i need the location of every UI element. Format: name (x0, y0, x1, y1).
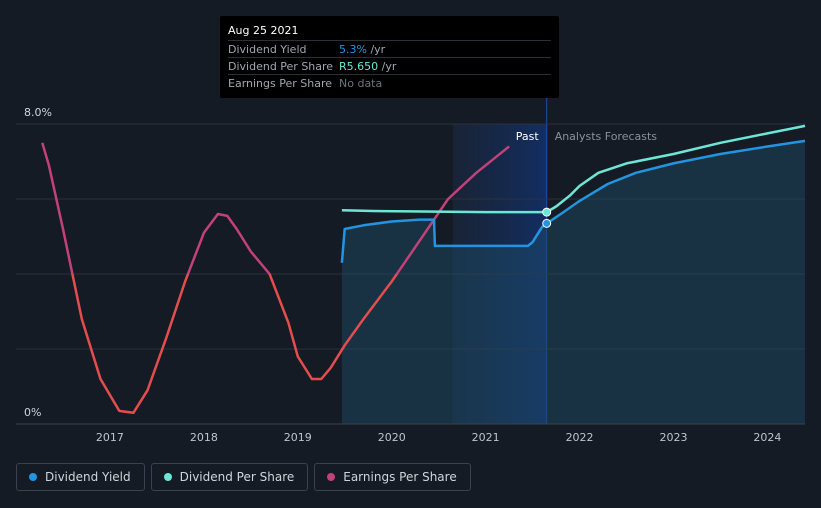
series-line-dividend-yield (340, 139, 806, 263)
legend-label: Earnings Per Share (343, 470, 457, 484)
x-tick-label: 2017 (96, 431, 124, 444)
series-line-dividend-per-share (341, 124, 806, 214)
tooltip-row-value-wrap: 5.3% /yr (339, 43, 385, 56)
legend-label: Dividend Yield (45, 470, 131, 484)
tooltip-row-dividend-per-share: Dividend Per Share R5.650 /yr (228, 57, 551, 74)
x-tick-label: 2018 (190, 431, 218, 444)
chart-legend: Dividend Yield Dividend Per Share Earnin… (16, 463, 471, 491)
dividend-yield-area (341, 140, 805, 424)
legend-dot-icon (29, 473, 37, 481)
legend-item-dividend-per-share[interactable]: Dividend Per Share (150, 463, 309, 491)
legend-dot-icon (327, 473, 336, 481)
y-tick-label: 8.0% (24, 106, 52, 119)
x-tick-label: 2022 (566, 431, 594, 444)
series-line-earnings-per-share (41, 142, 510, 274)
forecast-label: Analysts Forecasts (555, 130, 658, 143)
tooltip-row-value-wrap: R5.650 /yr (339, 60, 396, 73)
x-tick-label: 2020 (378, 431, 406, 444)
x-tick-label: 2024 (753, 431, 781, 444)
tooltip-row-label: Dividend Per Share (228, 60, 334, 73)
y-tick-label: 0% (24, 406, 41, 419)
legend-dot-icon (163, 473, 172, 481)
tooltip-row-value-wrap: No data (339, 77, 382, 90)
tooltip-row-unit: /yr (378, 60, 397, 73)
hover-marker-dividend-yield (542, 218, 552, 228)
tooltip-row-dividend-yield: Dividend Yield 5.3% /yr (228, 40, 551, 57)
tooltip-row-value: R5.650 (339, 60, 379, 73)
past-label: Past (516, 130, 540, 143)
tooltip-row-value: No data (339, 77, 383, 90)
x-tick-label: 2023 (660, 431, 688, 444)
tooltip-row-label: Earnings Per Share (228, 77, 333, 90)
series-line-earnings-per-share-negative (71, 274, 399, 415)
legend-label: Dividend Per Share (179, 470, 295, 484)
tooltip-row-earnings-per-share: Earnings Per Share No data (228, 74, 551, 91)
tooltip-date: Aug 25 2021 (228, 24, 299, 37)
x-tick-label: 2021 (472, 431, 500, 444)
hover-tooltip: Aug 25 2021 Dividend Yield 5.3% /yr Divi… (220, 16, 559, 98)
x-tick-label: 2019 (284, 431, 312, 444)
legend-item-dividend-yield[interactable]: Dividend Yield (16, 463, 145, 491)
tooltip-row-value: 5.3% (339, 43, 367, 56)
tooltip-row-label: Dividend Yield (228, 43, 307, 56)
legend-item-earnings-per-share[interactable]: Earnings Per Share (314, 463, 471, 491)
hover-marker-dividend-per-share (542, 207, 552, 217)
tooltip-row-unit: /yr (366, 43, 386, 56)
